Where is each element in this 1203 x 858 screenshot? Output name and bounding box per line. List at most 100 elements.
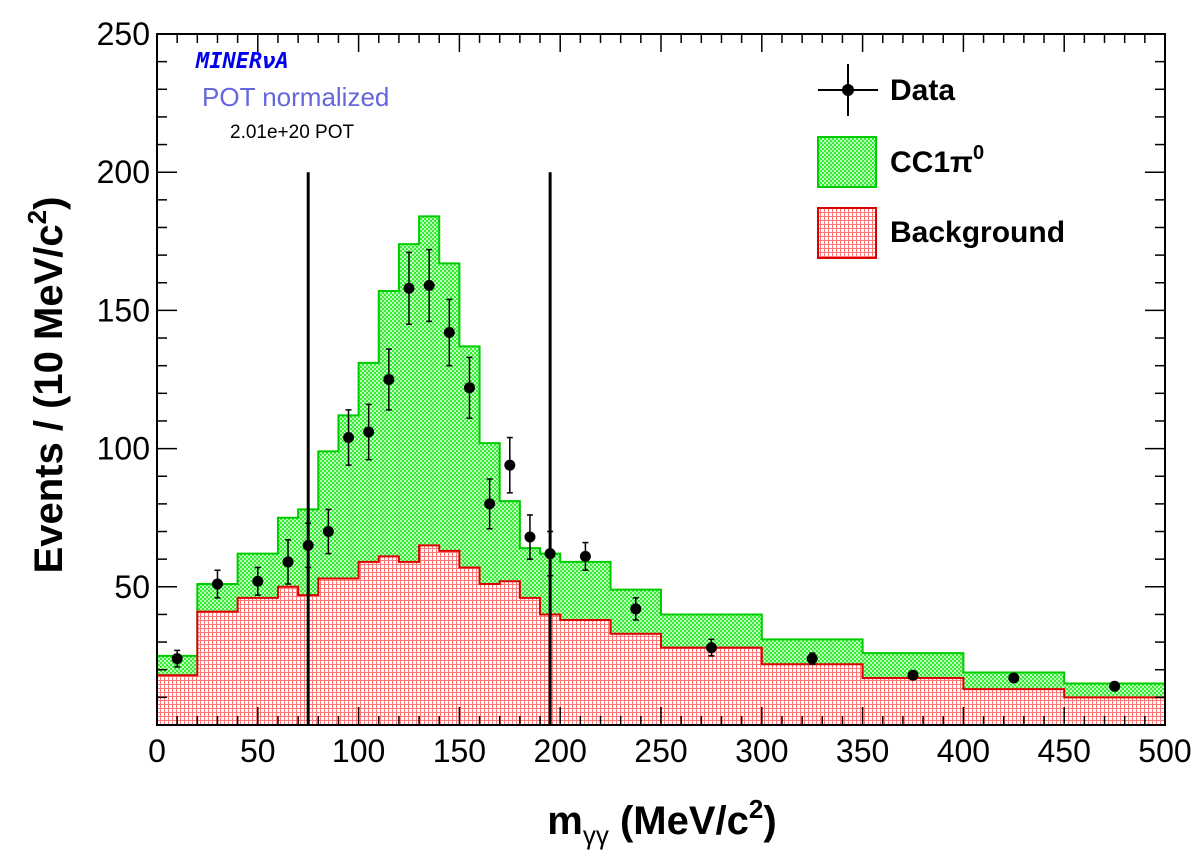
x-axis-title-sup: 2 <box>749 794 763 824</box>
y-axis-title-sup: 2 <box>22 210 52 224</box>
background-bin <box>1064 697 1165 725</box>
y-axis-title-close: ) <box>27 197 71 210</box>
data-point <box>211 569 223 599</box>
x-tick-labels: 0 50 100 150 200 250 300 350 400 450 500 <box>148 733 1192 769</box>
data-point <box>1008 672 1020 684</box>
data-point <box>302 522 314 569</box>
x-tick-label: 200 <box>534 733 587 769</box>
background-bin <box>661 647 762 725</box>
data-point <box>544 530 556 577</box>
data-point <box>484 478 496 530</box>
data-point <box>423 248 435 323</box>
background-bin <box>378 556 399 725</box>
data-marker <box>211 578 223 590</box>
y-tick-label: 50 <box>114 569 150 605</box>
background-bin <box>479 584 500 725</box>
background-bin <box>439 550 460 725</box>
normalization-label: POT normalized <box>202 82 389 112</box>
data-marker <box>252 575 264 587</box>
data-points <box>171 248 1121 692</box>
data-marker <box>383 374 395 385</box>
data-marker <box>322 526 334 538</box>
x-tick-label: 500 <box>1138 733 1191 769</box>
data-point <box>630 597 642 621</box>
background-bin <box>318 578 339 725</box>
data-point <box>504 436 516 494</box>
data-point <box>343 409 355 466</box>
background-bin <box>358 561 379 725</box>
pot-label: 2.01e+20 POT <box>230 122 355 143</box>
legend-entry-signal: CC1π0 <box>817 136 984 188</box>
data-point <box>907 669 919 681</box>
x-tick-label: 250 <box>634 733 687 769</box>
data-point <box>363 403 375 461</box>
background-bin <box>419 545 440 725</box>
legend-signal-sup: 0 <box>973 142 984 164</box>
data-point <box>171 649 183 668</box>
y-axis-title: Events / (10 MeV/c2) <box>22 197 71 574</box>
legend-signal-swatch <box>817 136 877 188</box>
data-marker <box>1008 672 1020 684</box>
x-tick-label: 350 <box>836 733 889 769</box>
data-marker <box>1109 680 1121 692</box>
data-point <box>579 541 591 571</box>
x-tick-label: 150 <box>433 733 486 769</box>
x-tick-label: 100 <box>332 733 385 769</box>
data-marker <box>282 556 294 568</box>
data-point <box>806 652 818 665</box>
background-bin <box>459 567 480 725</box>
data-marker <box>302 539 314 551</box>
data-marker <box>443 327 455 339</box>
y-tick-label: 100 <box>97 431 150 467</box>
legend: Data CC1π0 Background <box>817 64 1065 259</box>
x-tick-label: 300 <box>735 733 788 769</box>
data-marker <box>504 459 516 471</box>
data-point <box>322 508 334 555</box>
legend-data-marker <box>842 84 854 96</box>
data-point <box>282 539 294 585</box>
data-marker <box>484 498 496 510</box>
data-point <box>252 566 264 596</box>
background-outline <box>156 544 1166 725</box>
data-marker <box>524 531 536 543</box>
y-tick-labels: 50 100 150 200 250 <box>97 16 150 605</box>
y-axis-title-main: Events / (10 MeV/c <box>27 224 71 573</box>
background-bin <box>277 586 299 725</box>
legend-data-label: Data <box>890 74 955 107</box>
data-marker <box>705 642 717 654</box>
cut-lines <box>306 172 552 725</box>
x-tick-label: 0 <box>148 733 166 769</box>
x-axis-title-unit: (MeV/c <box>609 799 749 843</box>
data-marker <box>423 280 435 292</box>
data-marker <box>171 653 183 665</box>
legend-entry-data: Data <box>818 64 955 116</box>
data-marker <box>363 426 375 438</box>
y-tick-label: 200 <box>97 154 150 190</box>
legend-entry-background: Background <box>817 207 1065 259</box>
legend-signal-main: CC1π <box>890 146 973 179</box>
data-point <box>443 298 455 367</box>
y-tick-label: 250 <box>97 16 150 52</box>
background-bin <box>761 664 863 725</box>
data-marker <box>907 669 919 681</box>
data-point <box>705 638 717 657</box>
background-bin <box>862 678 964 725</box>
data-point <box>1109 680 1121 692</box>
x-axis-title-main: m <box>547 799 583 843</box>
data-marker <box>806 653 818 665</box>
x-axis-title: mγγ (MeV/c2) <box>547 794 776 850</box>
legend-background-swatch <box>817 207 877 259</box>
background-bin <box>398 561 420 725</box>
data-marker <box>463 382 475 394</box>
x-tick-label: 450 <box>1038 733 1091 769</box>
axis-ticks <box>156 33 1166 726</box>
data-marker <box>403 282 415 294</box>
y-tick-label: 150 <box>97 292 150 328</box>
data-point <box>524 514 536 560</box>
background-bin <box>519 597 541 725</box>
x-axis-title-close: ) <box>763 799 776 843</box>
experiment-label: MINERνA <box>195 49 289 74</box>
data-point <box>403 251 415 325</box>
background-bin <box>610 633 661 725</box>
legend-background-label: Background <box>890 216 1065 249</box>
